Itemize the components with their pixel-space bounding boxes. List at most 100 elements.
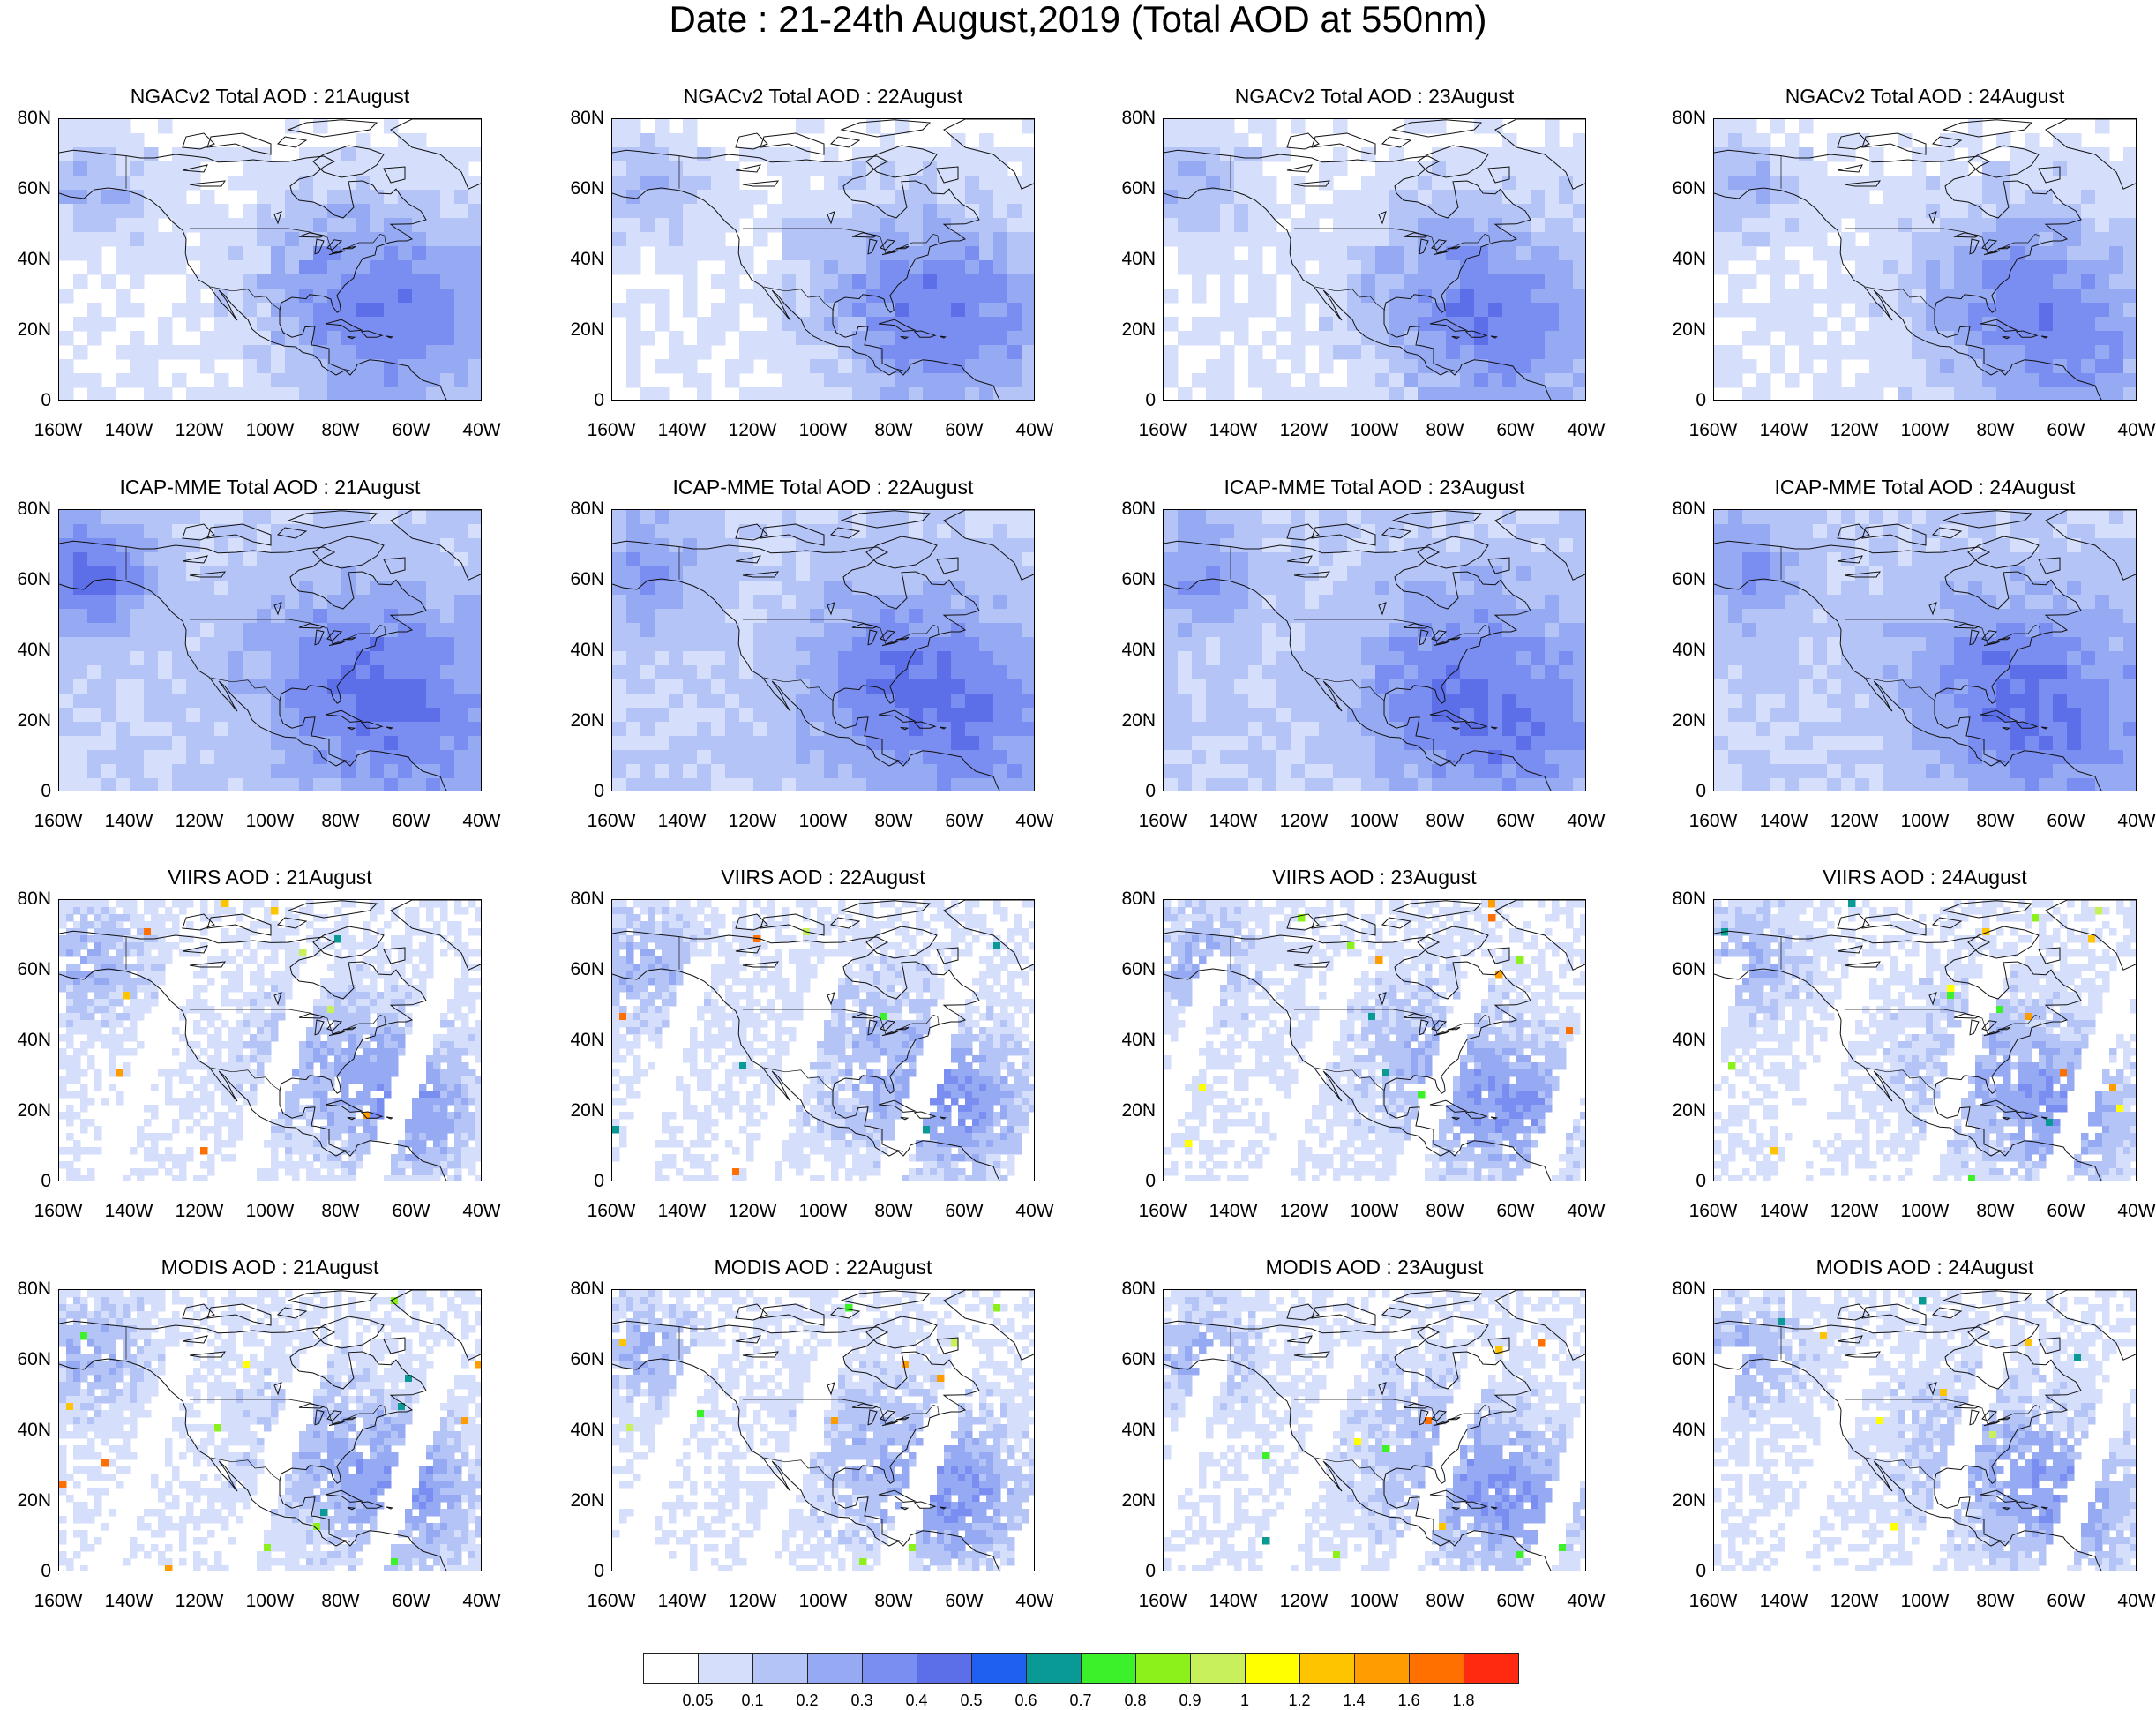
- lat-tick-label: 20N: [1672, 710, 1706, 731]
- aod-map: [612, 1290, 1034, 1571]
- map-panel: VIIRS AOD : 21August 80N 60N 40N 20N 0 160W 140…: [17, 866, 500, 1221]
- lon-tick-label: 80W: [874, 1201, 913, 1221]
- lat-tick-label: 80N: [17, 499, 51, 519]
- lon-tick-label: 80W: [1976, 1591, 2015, 1611]
- panel-title: ICAP-MME Total AOD : 21August: [119, 476, 421, 499]
- map-area: [1163, 509, 1586, 791]
- lat-tick-label: 0: [41, 781, 51, 801]
- aod-map: [1714, 1290, 2136, 1571]
- lon-tick-label: 60W: [945, 1591, 984, 1611]
- lat-tick-label: 60N: [1672, 1349, 1706, 1369]
- aod-map: [612, 119, 1034, 400]
- colorbar-swatch: [1299, 1653, 1355, 1684]
- map-panel: ICAP-MME Total AOD : 22August 80N 60N 40N 20…: [570, 476, 1053, 831]
- lon-tick-label: 160W: [1688, 811, 1738, 831]
- aod-map: [1164, 510, 1585, 791]
- colorbar-swatch: [807, 1653, 863, 1684]
- aod-map: [59, 119, 481, 400]
- map-panel: NGACv2 Total AOD : 24August 80N 60N 40N 20N 0…: [1672, 85, 2155, 440]
- lon-tick-label: 120W: [1279, 1201, 1329, 1221]
- lat-tick-label: 20N: [1121, 710, 1156, 731]
- lon-tick-label: 160W: [587, 420, 636, 440]
- lon-tick-label: 40W: [2117, 420, 2156, 440]
- lon-tick-label: 160W: [1138, 420, 1187, 440]
- lat-tick-label: 60N: [570, 569, 604, 589]
- lat-tick-label: 0: [41, 390, 51, 410]
- lon-tick-label: 60W: [1496, 811, 1535, 831]
- lat-tick-label: 20N: [1672, 319, 1706, 340]
- colorbar-label: 0.1: [741, 1691, 764, 1709]
- colorbar-swatch: [1409, 1653, 1464, 1684]
- coastlines: [1164, 1290, 1585, 1571]
- map-area: [611, 1289, 1035, 1571]
- coastlines: [59, 119, 481, 400]
- map-area: [611, 509, 1035, 791]
- aod-map: [612, 900, 1034, 1181]
- panel-title: NGACv2 Total AOD : 22August: [683, 85, 963, 108]
- coastlines: [59, 1290, 481, 1571]
- lat-tick-label: 40N: [570, 640, 604, 660]
- map-area: [611, 899, 1035, 1181]
- map-area: [58, 509, 482, 791]
- panel-title: MODIS AOD : 23August: [1265, 1256, 1484, 1279]
- lat-tick-label: 80N: [570, 889, 604, 909]
- lon-tick-label: 80W: [874, 1591, 913, 1611]
- lat-tick-label: 20N: [570, 1100, 604, 1121]
- colorbar-label: 0.8: [1124, 1691, 1147, 1709]
- lat-tick-label: 40N: [570, 249, 604, 269]
- lat-tick-label: 20N: [17, 710, 51, 731]
- coastlines: [612, 119, 1034, 400]
- lon-tick-label: 40W: [462, 1591, 501, 1611]
- lon-tick-label: 160W: [587, 1591, 636, 1611]
- panel-title: ICAP-MME Total AOD : 24August: [1774, 476, 2076, 499]
- aod-map: [59, 510, 481, 791]
- lon-tick-label: 120W: [728, 1201, 777, 1221]
- lon-tick-label: 60W: [1496, 1201, 1535, 1221]
- lat-tick-label: 40N: [1121, 1030, 1156, 1050]
- lon-tick-label: 120W: [1830, 1591, 1879, 1611]
- lat-tick-label: 60N: [17, 1349, 51, 1369]
- lat-tick-label: 80N: [1121, 889, 1156, 909]
- lat-tick-label: 80N: [1672, 108, 1706, 128]
- lon-tick-label: 140W: [1209, 1201, 1258, 1221]
- lat-tick-label: 60N: [1121, 569, 1156, 589]
- aod-map: [1164, 900, 1585, 1181]
- colorbar-swatch: [1354, 1653, 1410, 1684]
- map-area: [58, 118, 482, 401]
- lon-tick-label: 160W: [1138, 1201, 1187, 1221]
- lat-tick-label: 0: [1696, 1561, 1706, 1581]
- lat-tick-label: 0: [1696, 1171, 1706, 1191]
- panel-title: ICAP-MME Total AOD : 23August: [1224, 476, 1525, 499]
- lon-tick-label: 80W: [1426, 1591, 1464, 1611]
- panel-title: MODIS AOD : 22August: [714, 1256, 932, 1279]
- lat-tick-label: 60N: [1672, 569, 1706, 589]
- colorbar-swatch: [1190, 1653, 1246, 1684]
- lat-tick-label: 80N: [1121, 499, 1156, 519]
- panel-title: MODIS AOD : 21August: [161, 1256, 379, 1279]
- map-area: [1163, 1289, 1586, 1571]
- map-area: [1713, 1289, 2137, 1571]
- lon-tick-label: 60W: [2047, 811, 2085, 831]
- aod-field: [1714, 510, 2136, 791]
- lon-tick-label: 120W: [175, 1591, 224, 1611]
- lon-tick-label: 40W: [1015, 811, 1054, 831]
- lon-tick-label: 140W: [1759, 420, 1808, 440]
- map-panel: NGACv2 Total AOD : 22August 80N 60N 40N 20N 0…: [570, 85, 1053, 440]
- lat-tick-label: 40N: [17, 1030, 51, 1050]
- lon-tick-label: 60W: [392, 811, 430, 831]
- lat-tick-label: 60N: [17, 959, 51, 979]
- coastlines: [1164, 900, 1585, 1181]
- lon-tick-label: 60W: [2047, 1201, 2085, 1221]
- lat-tick-label: 80N: [17, 1279, 51, 1299]
- lon-tick-label: 160W: [34, 1591, 83, 1611]
- lon-tick-label: 140W: [1209, 1591, 1258, 1611]
- lat-tick-label: 40N: [1672, 1420, 1706, 1440]
- lon-tick-label: 140W: [1759, 1591, 1808, 1611]
- map-panel: VIIRS AOD : 24August 80N 60N 40N 20N 0 160W 140…: [1672, 866, 2155, 1221]
- lat-tick-label: 0: [594, 1561, 604, 1581]
- lat-tick-label: 40N: [1121, 249, 1156, 269]
- lon-tick-label: 40W: [1567, 1201, 1606, 1221]
- map-panel: VIIRS AOD : 23August 80N 60N 40N 20N 0 160W 140…: [1121, 866, 1605, 1221]
- lon-tick-label: 100W: [1350, 811, 1399, 831]
- lon-tick-label: 120W: [728, 1591, 777, 1611]
